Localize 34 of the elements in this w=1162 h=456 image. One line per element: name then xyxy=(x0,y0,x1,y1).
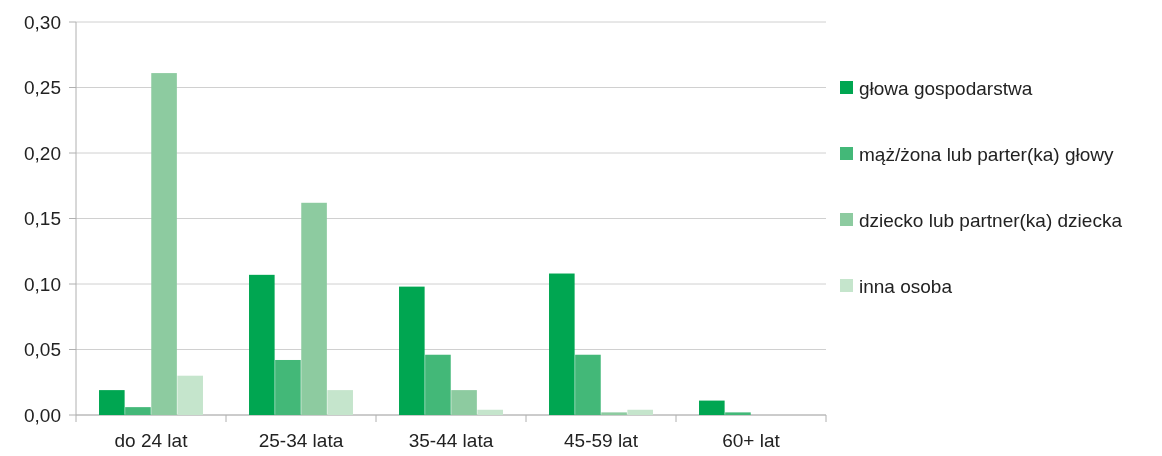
bar xyxy=(575,354,601,415)
bar xyxy=(99,390,125,415)
x-tick-label: do 24 lat xyxy=(114,430,189,451)
bar xyxy=(699,400,725,415)
bar xyxy=(399,286,425,415)
bar xyxy=(301,202,327,415)
y-tick-label: 0,25 xyxy=(24,77,61,99)
bar xyxy=(477,409,503,415)
bar xyxy=(249,274,275,415)
bar xyxy=(549,273,575,415)
y-tick-label: 0,00 xyxy=(24,404,61,426)
x-tick-label: 60+ lat xyxy=(722,430,781,451)
bar xyxy=(151,73,177,415)
bar xyxy=(627,409,653,415)
legend-label: dziecko lub partner(ka) dziecka xyxy=(859,209,1123,231)
x-tick-label: 45-59 lat xyxy=(564,430,639,451)
bar xyxy=(601,412,627,415)
legend-label: inna osoba xyxy=(859,275,953,297)
legend-label: głowa gospodarstwa xyxy=(859,77,1033,99)
bar xyxy=(425,354,451,415)
bar xyxy=(177,375,203,415)
y-tick-label: 0,20 xyxy=(24,142,61,164)
bar xyxy=(275,359,301,415)
x-tick-label: 35-44 lata xyxy=(408,430,494,451)
y-tick-label: 0,30 xyxy=(24,11,61,33)
y-tick-label: 0,15 xyxy=(24,208,61,230)
y-tick-label: 0,05 xyxy=(24,339,61,361)
y-tick-label: 0,10 xyxy=(24,273,61,295)
legend-label: mąż/żona lub parter(ka) głowy xyxy=(859,143,1114,165)
x-tick-label: 25-34 lata xyxy=(258,430,344,451)
bar xyxy=(125,407,151,415)
bar xyxy=(725,412,751,415)
bar xyxy=(327,390,353,415)
bar xyxy=(451,390,477,415)
